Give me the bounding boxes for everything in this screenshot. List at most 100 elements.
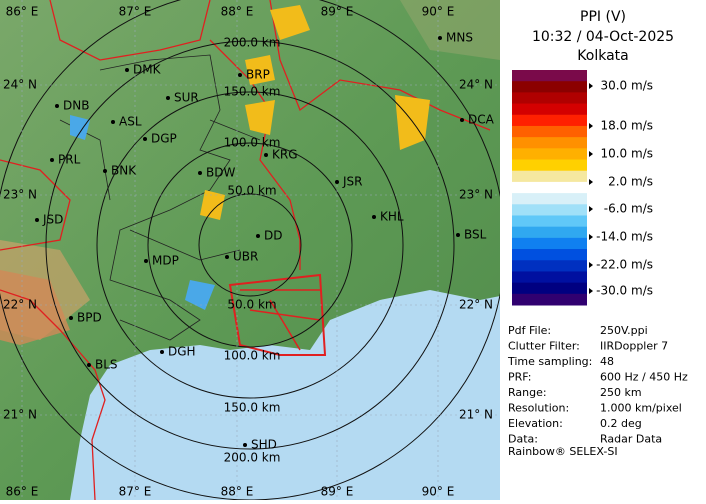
- scale-swatch: [512, 226, 587, 239]
- info-key: Elevation:: [508, 417, 563, 430]
- place-dot: [264, 153, 268, 157]
- scale-arrow: [589, 179, 593, 185]
- info-key: Resolution:: [508, 402, 569, 415]
- place-dot: [335, 180, 339, 184]
- place-dot: [87, 363, 91, 367]
- lon-label: 86° E: [6, 485, 39, 499]
- place-dot: [125, 68, 129, 72]
- lat-label: 24° N: [3, 78, 37, 92]
- place-label: DMK: [133, 63, 162, 77]
- scale-label: -14.0 m/s: [596, 230, 653, 244]
- scale-swatch: [512, 260, 587, 272]
- place-label: DNB: [63, 99, 89, 113]
- range-label: 150.0 km: [224, 401, 281, 415]
- time: 10:32 / 04-Oct-2025: [532, 29, 674, 45]
- scale-swatch: [512, 159, 587, 172]
- scale-swatch: [512, 137, 587, 149]
- district-line: [59, 54, 261, 341]
- info-key: Pdf File:: [508, 324, 551, 337]
- place-label: MNS: [446, 31, 473, 45]
- scale-label: 10.0 m/s: [600, 147, 653, 161]
- lon-label: 87° E: [119, 5, 152, 19]
- lon-label: 87° E: [119, 485, 152, 499]
- lon-label: 88° E: [221, 485, 254, 499]
- color-scale: 30.0 m/s 18.0 m/s 10.0 m/s 2.0 m/s -6.0 m/s -…: [512, 70, 653, 306]
- scale-swatch: [512, 193, 587, 205]
- scale-swatch: [512, 215, 587, 228]
- info-value: 250 km: [600, 386, 642, 399]
- place-dot: [238, 73, 242, 77]
- scale-swatch: [512, 237, 587, 250]
- lat-label: 24° N: [459, 78, 493, 92]
- site: Kolkata: [577, 48, 628, 64]
- scale-swatch: [512, 204, 587, 216]
- scale-label: 18.0 m/s: [600, 119, 653, 133]
- lat-label: 22° N: [459, 298, 493, 312]
- scale-swatch: [512, 181, 587, 194]
- scale-swatch: [512, 81, 587, 93]
- range-label: 150.0 km: [224, 85, 281, 99]
- info-value: 600 Hz / 450 Hz: [600, 371, 688, 384]
- place-label: UBR: [233, 250, 258, 264]
- lat-label: 23° N: [3, 188, 37, 202]
- scale-swatch: [512, 125, 587, 138]
- range-label: 200.0 km: [224, 36, 281, 50]
- place-dot: [460, 118, 464, 122]
- range-label: 50.0 km: [227, 184, 276, 198]
- info-key: PRF:: [508, 371, 531, 384]
- place-label: BDW: [206, 166, 235, 180]
- lon-label: 89° E: [321, 5, 354, 19]
- place-label: DCA: [468, 113, 495, 127]
- place-label: MDP: [152, 254, 179, 268]
- place-dot: [372, 215, 376, 219]
- terrain: [0, 270, 70, 345]
- title: PPI (V): [580, 9, 626, 25]
- place-dot: [111, 120, 115, 124]
- scale-label: 2.0 m/s: [608, 175, 653, 189]
- lon-label: 90° E: [422, 5, 455, 19]
- place-label: BSL: [464, 228, 487, 242]
- scale-label: -22.0 m/s: [596, 258, 653, 272]
- info-key: Range:: [508, 386, 547, 399]
- place-label: BRP: [246, 68, 270, 82]
- place-label: SHD: [251, 438, 277, 452]
- lon-label: 88° E: [221, 5, 254, 19]
- place-label: DGH: [168, 345, 196, 359]
- scale-arrow: [589, 206, 593, 212]
- scale-arrow: [589, 123, 593, 129]
- place-label: BPD: [77, 311, 102, 325]
- place-dot: [103, 169, 107, 173]
- place-dot: [160, 350, 164, 354]
- place-dot: [438, 36, 442, 40]
- scale-swatch: [512, 249, 587, 261]
- sea: [70, 290, 500, 500]
- range-label: 100.0 km: [224, 136, 281, 150]
- scale-label: -30.0 m/s: [596, 284, 653, 298]
- lat-label: 21° N: [459, 408, 493, 422]
- lat-label: 21° N: [3, 408, 37, 422]
- place-label: PRL: [58, 153, 81, 167]
- range-label: 50.0 km: [227, 298, 276, 312]
- info-value: IIRDoppler 7: [600, 340, 668, 353]
- scale-swatch: [512, 114, 587, 127]
- scale-label: -6.0 m/s: [604, 202, 653, 216]
- echo: [200, 5, 430, 220]
- echo: [70, 115, 215, 310]
- range-label: 200.0 km: [224, 451, 281, 465]
- range-label: 100.0 km: [224, 349, 281, 363]
- scale-arrow: [589, 262, 593, 268]
- scale-swatch: [512, 170, 587, 183]
- lon-label: 90° E: [422, 485, 455, 499]
- info-value: 48: [600, 355, 614, 368]
- info-value: 0.2 deg: [600, 417, 642, 430]
- place-label: DGP: [151, 132, 177, 146]
- info-key: Data:: [508, 433, 538, 446]
- graticule: [0, 0, 500, 500]
- place-dot: [35, 218, 39, 222]
- scale-swatch: [512, 271, 587, 284]
- place-dot: [198, 171, 202, 175]
- place-dot: [456, 233, 460, 237]
- info-value: 250V.ppi: [600, 324, 648, 337]
- scale-swatch: [512, 92, 587, 105]
